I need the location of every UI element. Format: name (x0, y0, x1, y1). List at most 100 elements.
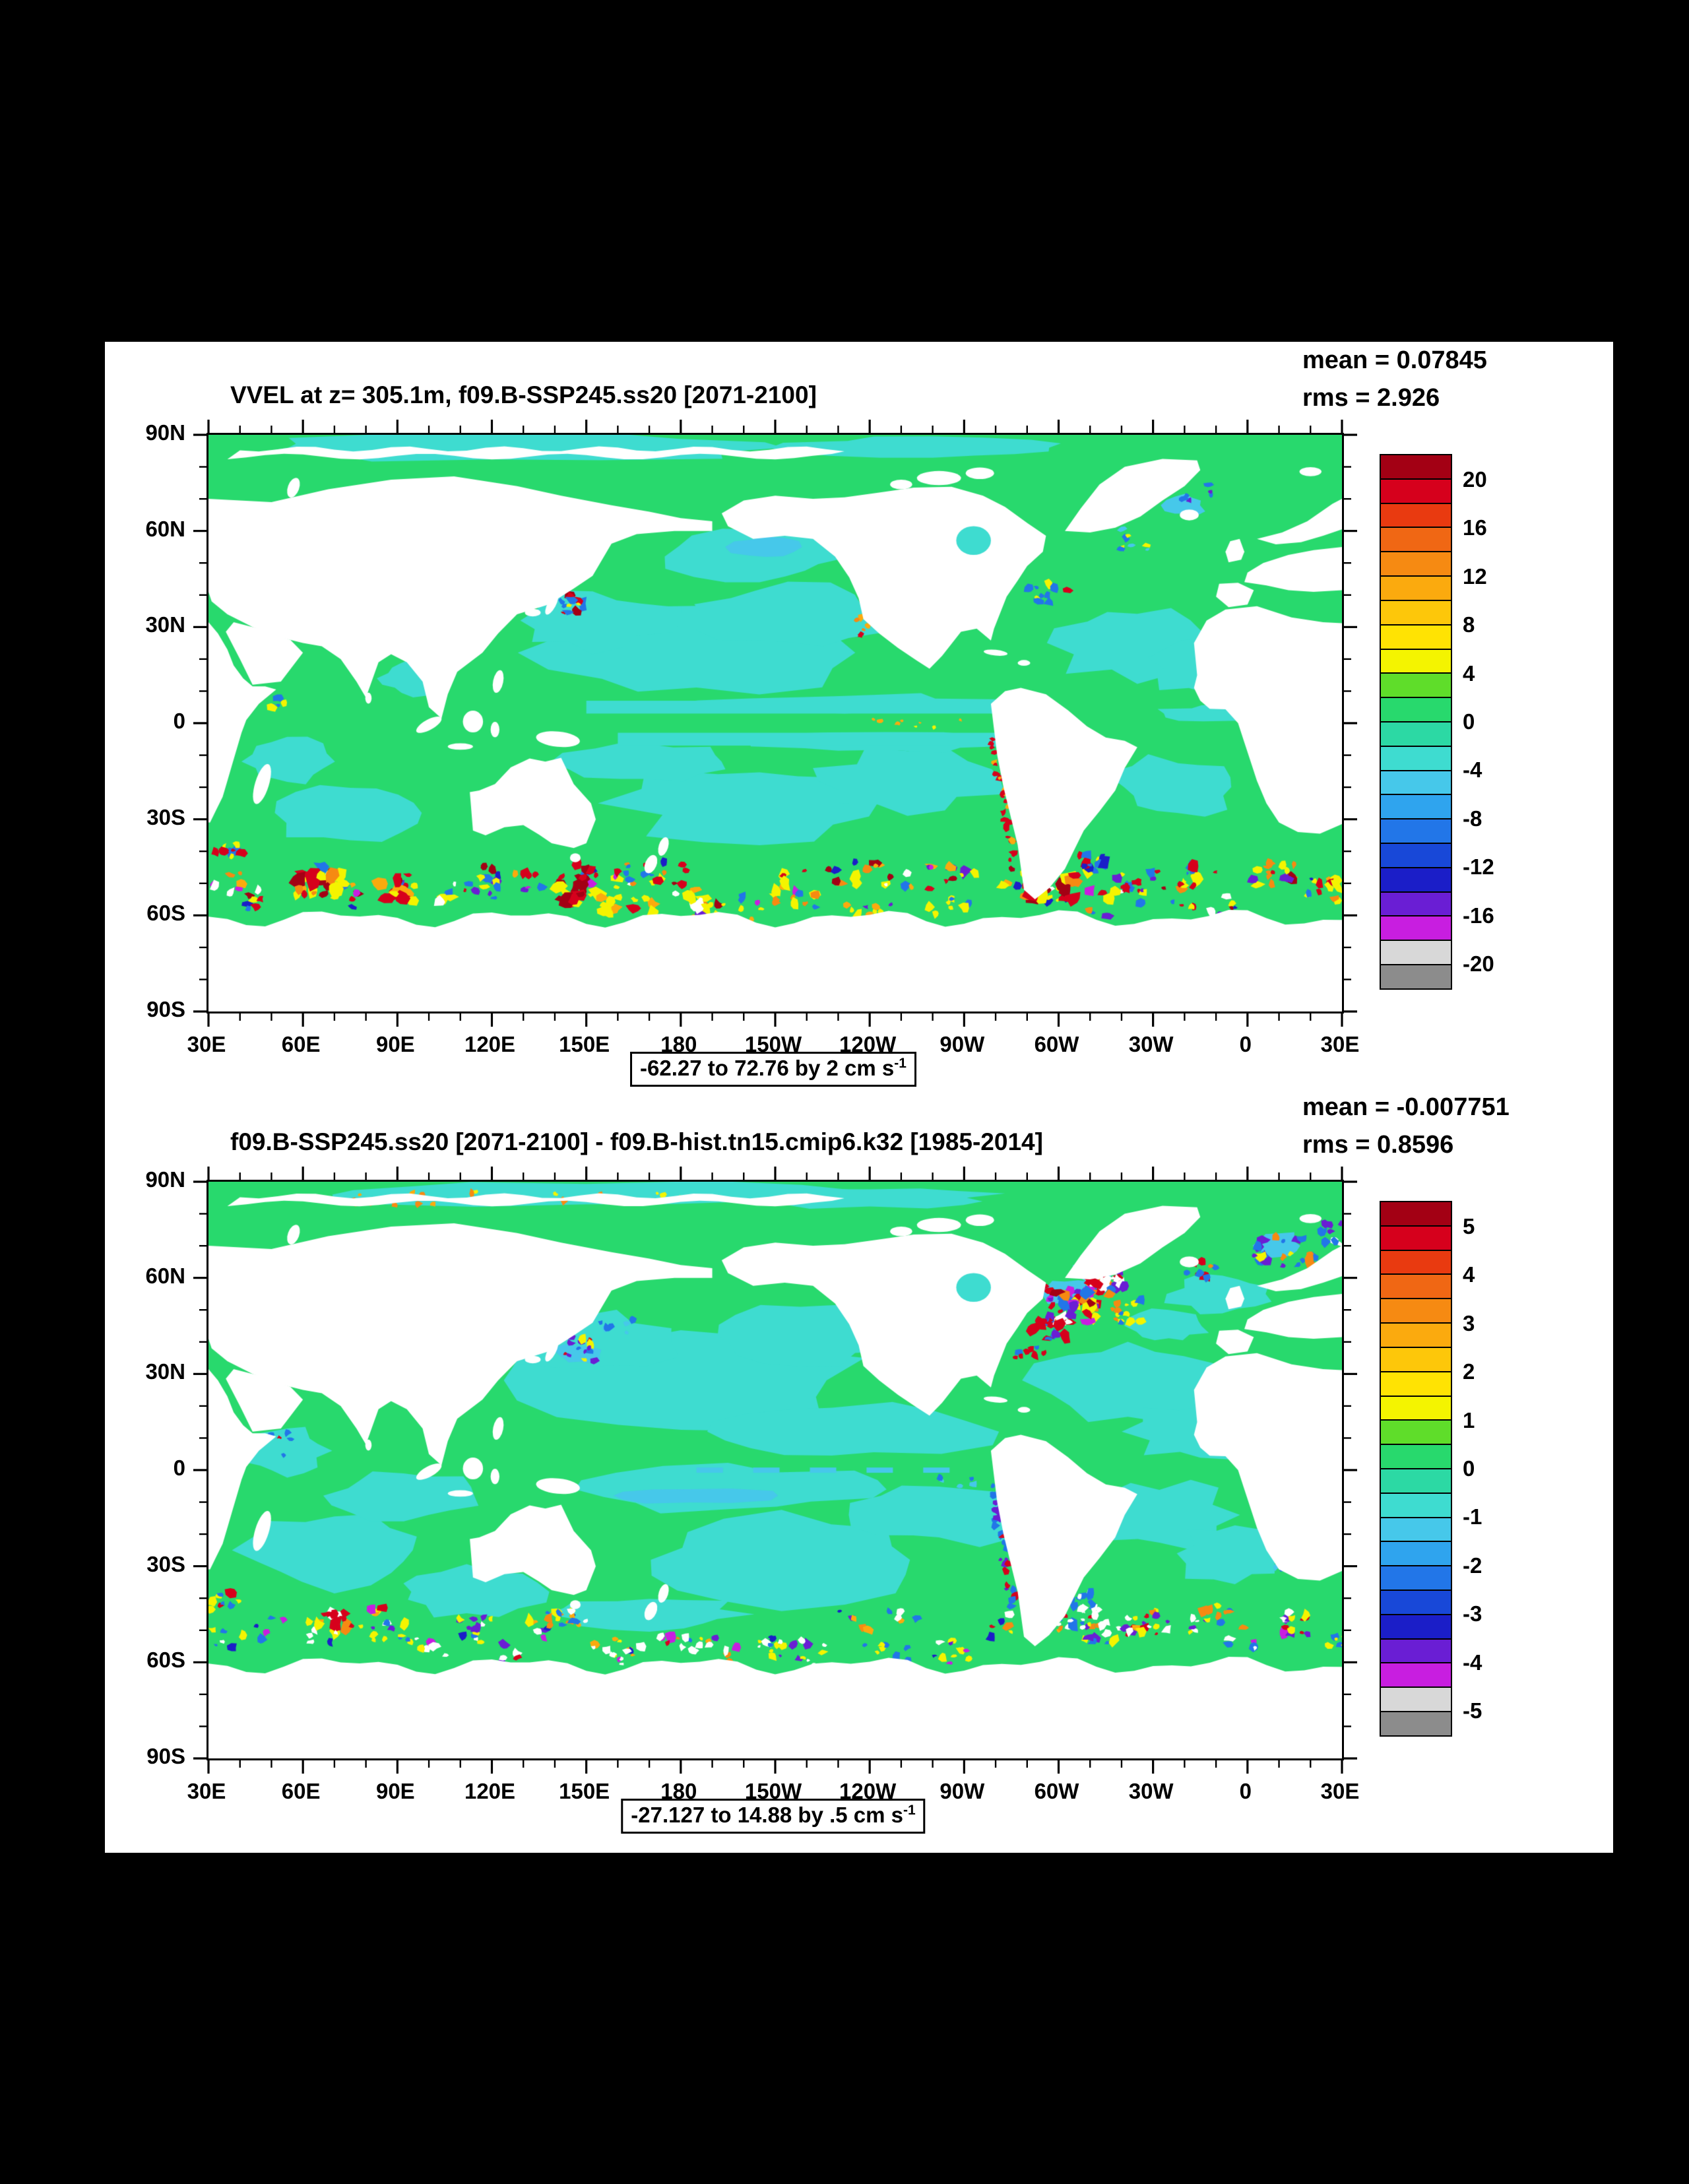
lat-tick-label: 90N (145, 1167, 185, 1192)
colorbar-cell (1381, 1542, 1451, 1567)
colorbar-cell (1381, 1275, 1451, 1300)
lat-tick-label: 60S (146, 901, 185, 926)
colorbar-cell (1381, 941, 1451, 966)
colorbar-cell (1381, 1202, 1451, 1227)
latitude-axis-labels: 90N 60N 30N 0 30S 60S 90S (105, 1167, 196, 1768)
world-map-canvas (208, 1182, 1342, 1758)
longitude-axis-labels: 30E 60E 90E 120E 150E 180 150W 120W 90W 60W 30W 0 30… (187, 1032, 1360, 1060)
lon-tick-label: 120E (464, 1779, 516, 1803)
colorbar-cell (1381, 1663, 1451, 1688)
colorbar-tick-label: -5 (1463, 1698, 1482, 1723)
colorbar-cells (1380, 454, 1452, 990)
colorbar-tick-label: -1 (1463, 1504, 1482, 1529)
mean-value: mean = 0.07845 (1302, 346, 1487, 374)
lat-tick-label: 30N (145, 1359, 185, 1384)
colorbar-cell (1381, 722, 1451, 747)
lon-tick-label: 30E (187, 1032, 226, 1056)
colorbar-tick-label: 4 (1463, 1262, 1475, 1287)
lon-tick-label: 150E (559, 1032, 610, 1056)
colorbar-tick-label: -3 (1463, 1601, 1482, 1626)
colorbar-tick-label: 3 (1463, 1310, 1475, 1335)
colorbar-tick-label: -4 (1463, 1650, 1482, 1675)
colorbar-cell (1381, 528, 1451, 553)
mean-value: mean = -0.007751 (1302, 1093, 1510, 1121)
colorbar-cell (1381, 1324, 1451, 1348)
colorbar-tick-label: 0 (1463, 709, 1475, 734)
lon-tick-label: 90W (940, 1779, 985, 1803)
lon-tick-label: 60E (281, 1032, 321, 1056)
colorbar-cell (1381, 795, 1451, 820)
range-caption: -27.127 to 14.88 by .5 cm s-1 (621, 1799, 926, 1834)
colorbar-cell (1381, 649, 1451, 674)
colorbar-cell (1381, 916, 1451, 942)
lon-tick-label: 90W (940, 1032, 985, 1056)
lat-tick-label: 60N (145, 1263, 185, 1288)
difference-map-panel: f09.B-SSP245.ss20 [2071-2100] - f09.B-hi… (105, 1089, 1613, 1847)
colorbar-tick-label: 4 (1463, 660, 1475, 686)
colorbar-tick-label: 0 (1463, 1456, 1475, 1481)
colorbar-tick-label: 12 (1463, 563, 1487, 589)
map-frame (193, 420, 1357, 1027)
colorbar-tick-label: 16 (1463, 515, 1487, 540)
colorbar-cell (1381, 455, 1451, 480)
map-frame (193, 1167, 1357, 1774)
colorbar-cell (1381, 674, 1451, 699)
lon-tick-label: 0 (1239, 1779, 1252, 1803)
colorbar-cells (1380, 1201, 1452, 1737)
lon-tick-label: 120E (464, 1032, 516, 1056)
colorbar-cell (1381, 1615, 1451, 1640)
lat-tick-label: 0 (173, 1456, 185, 1480)
colorbar-cell (1381, 1421, 1451, 1446)
colorbar-tick-label: -8 (1463, 806, 1482, 831)
lon-tick-label: 60W (1034, 1032, 1079, 1056)
rms-value: rms = 0.8596 (1302, 1131, 1454, 1159)
vvel-map-panel: VVEL at z= 305.1m, f09.B-SSP245.ss20 [20… (105, 342, 1613, 1101)
colorbar-cell (1381, 965, 1451, 988)
lat-tick-label: 0 (173, 709, 185, 733)
colorbar-cell (1381, 1639, 1451, 1664)
panel-stats: mean = 0.07845 rms = 2.926 (1302, 342, 1487, 417)
lat-tick-label: 30S (146, 1551, 185, 1576)
lon-tick-label: 30E (187, 1779, 226, 1803)
colorbar-cell (1381, 503, 1451, 529)
colorbar-cell (1381, 552, 1451, 577)
rms-value: rms = 2.926 (1302, 384, 1440, 412)
colorbar-cell (1381, 1445, 1451, 1469)
lat-tick-label: 90N (145, 420, 185, 445)
colorbar-cell (1381, 600, 1451, 626)
figure-sheet: VVEL at z= 305.1m, f09.B-SSP245.ss20 [20… (105, 342, 1613, 1853)
lon-tick-label: 30W (1128, 1032, 1174, 1056)
colorbar-cell (1381, 819, 1451, 844)
colorbar-cell (1381, 771, 1451, 796)
colorbar-cell (1381, 577, 1451, 601)
colorbar-tick-label: 2 (1463, 1359, 1475, 1384)
colorbar-cell (1381, 1347, 1451, 1372)
colorbar-cell (1381, 1226, 1451, 1251)
colorbar-cell (1381, 746, 1451, 771)
lat-tick-label: 90S (146, 997, 185, 1021)
range-caption: -62.27 to 72.76 by 2 cm s-1 (630, 1052, 916, 1087)
colorbar-cell (1381, 1250, 1451, 1275)
colorbar-cell (1381, 1518, 1451, 1543)
range-caption-text: -27.127 to 14.88 by .5 cm s (631, 1803, 904, 1827)
colorbar-cell (1381, 1299, 1451, 1324)
lon-tick-label: 30W (1128, 1779, 1174, 1803)
colorbar-cell (1381, 1688, 1451, 1713)
range-caption-text: -62.27 to 72.76 by 2 cm s (640, 1056, 895, 1080)
colorbar-tick-label: -2 (1463, 1553, 1482, 1578)
caption-exponent: -1 (903, 1803, 916, 1818)
colorbar-labels: 20 16 12 8 4 0 -4 -8 -12 -16 -20 (1463, 454, 1588, 990)
lon-tick-label: 30E (1320, 1032, 1360, 1056)
colorbar-cell (1381, 868, 1451, 893)
world-map-canvas (208, 435, 1342, 1012)
colorbar-tick-label: 20 (1463, 466, 1487, 492)
colorbar-cell (1381, 892, 1451, 917)
colorbar-cell (1381, 1469, 1451, 1494)
lat-tick-label: 30S (146, 804, 185, 829)
colorbar-cell (1381, 1372, 1451, 1397)
colorbar-cell (1381, 625, 1451, 650)
colorbar: 20 16 12 8 4 0 -4 -8 -12 -16 -20 (1380, 454, 1591, 990)
colorbar-tick-label: -4 (1463, 757, 1482, 783)
panel-title: VVEL at z= 305.1m, f09.B-SSP245.ss20 [20… (230, 381, 817, 408)
lat-tick-label: 90S (146, 1744, 185, 1768)
